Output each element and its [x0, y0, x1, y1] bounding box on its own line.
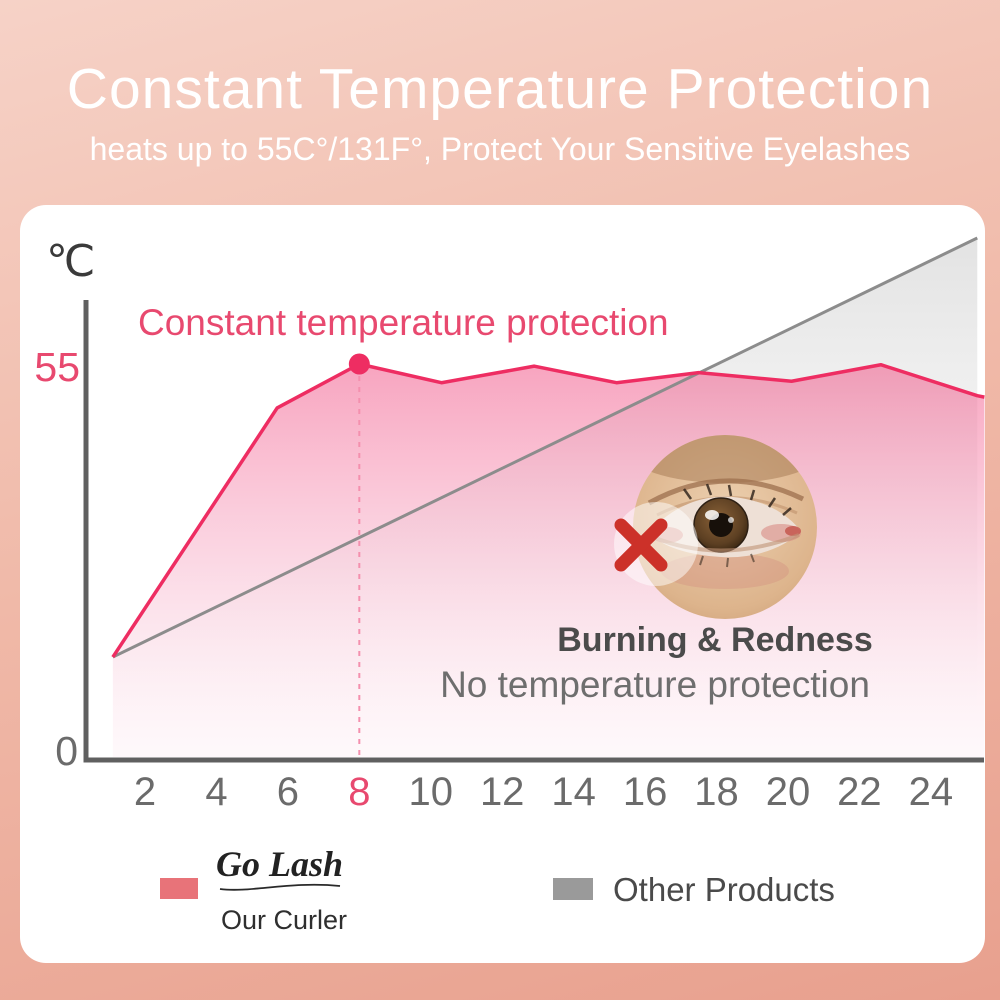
x-tick-label-24: 24 — [908, 770, 954, 814]
no-protection-label: No temperature protection — [440, 664, 870, 705]
x-tick-label-10: 10 — [408, 770, 454, 814]
x-tick-label-14: 14 — [551, 770, 596, 814]
eyelid-crease — [647, 478, 805, 506]
eye-highlight — [705, 510, 719, 520]
our-curler-line — [111, 362, 985, 659]
x-tick-label-22: 22 — [837, 770, 882, 814]
burning-redness-label: Burning & Redness — [557, 621, 873, 659]
x-mark-backdrop — [614, 502, 698, 586]
x-tick-label-18: 18 — [694, 770, 739, 814]
x-tick-label-4: 4 — [205, 770, 228, 814]
tear-duct — [785, 526, 801, 536]
page-title: Constant Temperature Protection — [66, 57, 934, 121]
brand-logo: Go Lash — [216, 843, 346, 905]
x-tick-label-2: 2 — [133, 770, 157, 814]
y-axis-unit-label: ℃ — [46, 237, 96, 286]
x-tick-label-8: 8 — [348, 770, 371, 814]
other-products-line — [112, 236, 978, 659]
lower-lashes — [699, 553, 755, 568]
eyebrow-shadow — [633, 435, 817, 483]
peak-marker-dot — [348, 353, 370, 375]
x-tick-label-6: 6 — [276, 770, 299, 814]
our-curler-legend-label: Our Curler — [221, 905, 348, 935]
x-tick-label-20: 20 — [765, 770, 811, 814]
our-curler-annotation: Constant temperature protection — [138, 302, 669, 343]
upper-lashes — [682, 483, 792, 516]
x-tick-label-12: 12 — [479, 770, 525, 814]
other-products-legend-label: Other Products — [613, 871, 835, 908]
our-curler-legend-swatch — [160, 878, 198, 899]
other-products-legend-swatch — [553, 878, 593, 900]
y-tick-55-label: 55 — [34, 344, 80, 390]
y-tick-0-label: 0 — [55, 728, 78, 774]
page-subtitle: heats up to 55C°/131F°, Protect Your Sen… — [89, 131, 911, 167]
brand-logo-text: Go Lash — [216, 844, 344, 884]
cross-icon — [614, 518, 668, 572]
logo-underline-flourish — [219, 883, 341, 891]
x-tick-label-16: 16 — [622, 770, 668, 814]
